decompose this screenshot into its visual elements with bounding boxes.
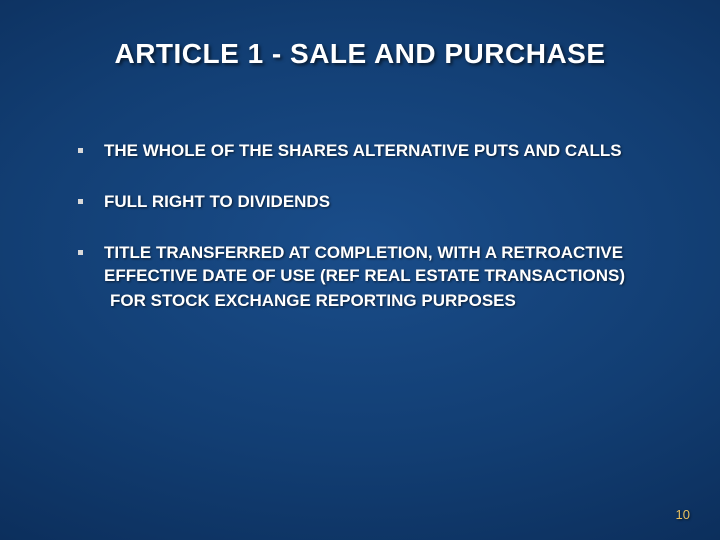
bullet-text: THE WHOLE OF THE SHARES ALTERNATIVE PUTS… bbox=[104, 141, 622, 160]
list-item: FULL RIGHT TO DIVIDENDS bbox=[70, 191, 660, 214]
page-number: 10 bbox=[676, 507, 690, 522]
bullet-text: TITLE TRANSFERRED AT COMPLETION, WITH A … bbox=[104, 243, 625, 285]
slide: ARTICLE 1 - SALE AND PURCHASE THE WHOLE … bbox=[0, 0, 720, 540]
list-item: TITLE TRANSFERRED AT COMPLETION, WITH A … bbox=[70, 242, 660, 313]
bullet-text: FULL RIGHT TO DIVIDENDS bbox=[104, 192, 330, 211]
bullet-list: THE WHOLE OF THE SHARES ALTERNATIVE PUTS… bbox=[60, 140, 660, 313]
bullet-subtext: FOR STOCK EXCHANGE REPORTING PURPOSES bbox=[104, 290, 660, 313]
list-item: THE WHOLE OF THE SHARES ALTERNATIVE PUTS… bbox=[70, 140, 660, 163]
slide-title: ARTICLE 1 - SALE AND PURCHASE bbox=[60, 38, 660, 70]
